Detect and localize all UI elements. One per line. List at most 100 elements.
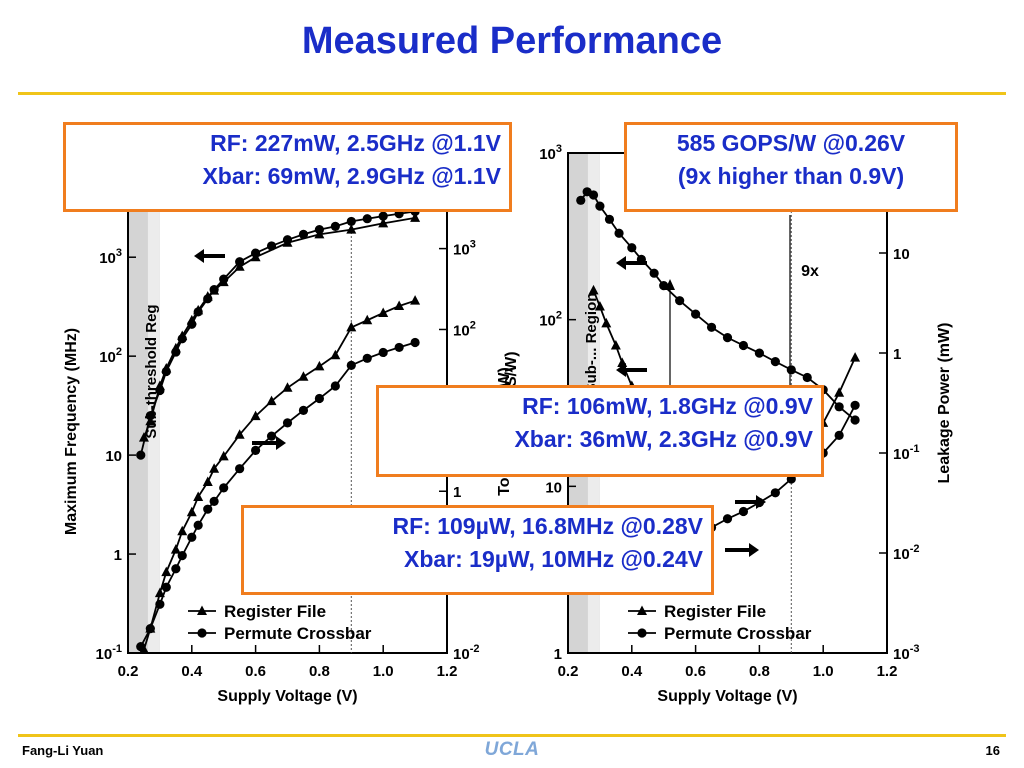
data-point [850,352,861,362]
right-axis-arrow-head [756,495,766,509]
data-point [177,334,187,344]
data-point [786,365,796,375]
data-point [378,347,388,358]
y-left-tick-label: 1 [114,547,122,564]
title-divider [18,92,1006,95]
series-line-permute-crossbar [580,190,856,421]
data-point [850,415,860,425]
data-point [193,491,204,501]
data-point [177,551,187,561]
y-left-tick-label: 102 [99,346,122,366]
y-right-tick-label: 103 [453,239,476,259]
series-line-register-file [143,299,416,650]
data-point [187,532,197,542]
x-tick-label: 0.8 [309,663,330,680]
data-point [770,357,780,367]
data-point [209,285,219,295]
subthreshold-region-label: Sub-threshold Reg [143,304,160,438]
ratio-bracket-head [665,279,675,290]
data-point [251,248,261,258]
left-axis-arrow-head [616,256,626,270]
legend-label: Register File [224,602,326,621]
y-left-tick-label: 10 [545,479,562,496]
y-left-tick-label: 10 [105,448,122,465]
data-point [362,214,372,224]
data-point [378,307,389,317]
data-point [675,296,685,306]
data-point [138,432,149,442]
data-point [722,514,733,524]
callout-subthreshold: RF: 109µW, 16.8MHz @0.28V Xbar: 19µW, 10… [241,505,714,595]
data-point [209,496,219,506]
callout-line: 585 GOPS/W @0.26V [676,130,906,156]
x-tick-label: 1.0 [813,663,834,680]
x-tick-label: 0.2 [118,663,139,680]
data-point [266,431,277,441]
data-point [187,319,197,329]
y-right-tick-label: 10-2 [453,643,479,663]
data-point [627,243,637,253]
callout-line: Xbar: 69mW, 2.9GHz @1.1V [202,163,501,189]
legend-marker [637,628,647,638]
y-right-tick-label: 10 [893,246,910,263]
x-tick-label: 1.0 [373,663,394,680]
data-point [193,307,203,317]
data-point [595,201,605,211]
x-tick-label: 1.2 [437,663,458,680]
data-point [722,333,733,343]
y-right-tick-label: 10-1 [893,443,919,463]
x-tick-label: 0.8 [749,663,770,680]
data-point [161,566,172,577]
data-point [362,314,373,325]
x-tick-label: 0.4 [181,663,203,680]
data-point [346,360,356,370]
data-point [235,257,245,267]
callout-nominal-voltage: RF: 106mW, 1.8GHz @0.9V Xbar: 36mW, 2.3G… [376,385,824,477]
data-point [282,235,293,245]
data-point [588,190,599,200]
data-point [155,385,165,396]
callout-line: Xbar: 19µW, 10MHz @0.24V [403,546,703,572]
data-point [770,488,780,498]
data-point [594,300,605,311]
data-point [145,411,155,421]
data-point [802,372,812,383]
data-point [234,429,245,439]
data-point [155,599,165,609]
data-point [193,520,203,530]
data-point [235,464,245,474]
data-point [314,393,324,404]
callout-line: RF: 109µW, 16.8MHz @0.28V [392,513,703,539]
data-point [394,342,404,353]
data-point [202,476,213,487]
y-right-tick-label: 102 [453,319,476,339]
data-point [346,224,357,234]
data-point [177,525,188,536]
legend-marker [637,605,647,615]
data-point [378,217,389,228]
y-right-tick-label: 10-3 [893,643,919,663]
data-point [136,641,146,652]
data-point [171,347,181,357]
data-point [219,483,229,493]
right-axis-arrow-head [276,436,286,450]
data-point [834,387,845,397]
data-point [738,506,749,517]
data-point [738,340,749,351]
ratio-9x-label: 9x [801,263,819,280]
legend-label: Permute Crossbar [664,624,812,643]
data-point [410,212,421,222]
left-axis-arrow-head [194,249,204,263]
callout-line: RF: 227mW, 2.5GHz @1.1V [210,130,501,156]
y-right-tick-label: 1 [893,346,901,363]
data-point [834,430,844,440]
callout-line: Xbar: 36mW, 2.3GHz @0.9V [514,426,813,452]
data-point [154,587,165,598]
ucla-logo: UCLA [484,739,540,760]
data-point [219,274,229,284]
right-axis-arrow-head [749,543,759,557]
callout-line: RF: 106mW, 1.8GHz @0.9V [522,393,813,419]
data-point [576,195,586,205]
y-left-axis-label: Maximum Frequency (MHz) [63,328,80,535]
